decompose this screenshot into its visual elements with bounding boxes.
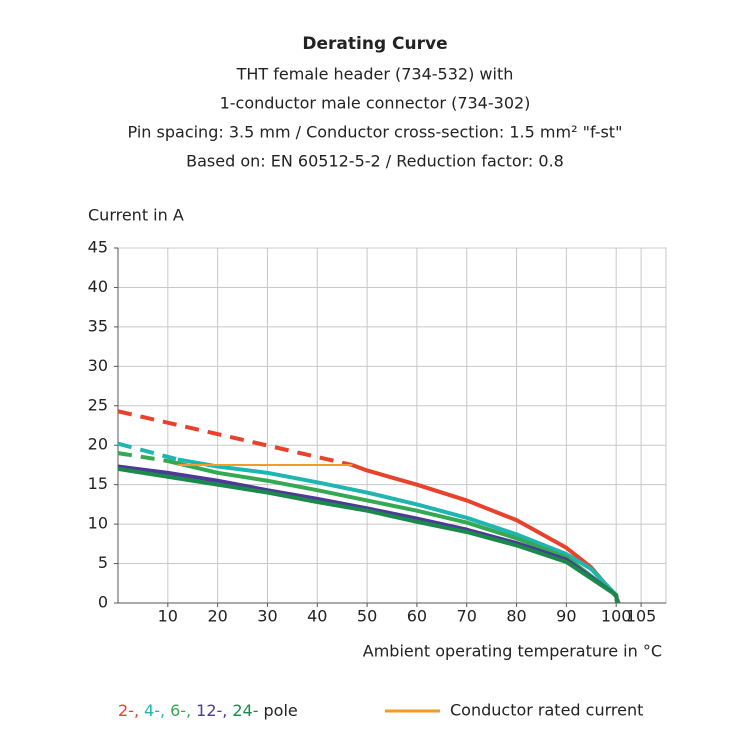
x-tick-label: 90 <box>556 607 576 626</box>
dashed-line <box>117 451 169 463</box>
y-tick-label: 30 <box>88 356 108 375</box>
x-tick-label: 50 <box>357 607 377 626</box>
legend-entry: 4-, <box>144 701 165 720</box>
y-tick-label: 35 <box>88 316 108 335</box>
legend-entry: 6-, <box>170 701 191 720</box>
x-tick-label: 100 <box>601 607 632 626</box>
x-tick-label: 40 <box>307 607 327 626</box>
subtitle: THT female header (734-532) with <box>236 65 514 84</box>
dashed-line <box>117 409 353 467</box>
x-tick-label: 60 <box>407 607 427 626</box>
y-tick-label: 40 <box>88 277 108 296</box>
x-tick-label: 105 <box>626 607 657 626</box>
x-axis-label: Ambient operating temperature in °C <box>363 642 662 661</box>
dashed-line <box>117 441 179 462</box>
chart-title: Derating Curve <box>302 34 447 54</box>
y-tick-label: 25 <box>88 395 108 414</box>
x-tick-label: 30 <box>257 607 277 626</box>
subtitle: Based on: EN 60512-5-2 / Reduction facto… <box>186 152 564 171</box>
subtitle: Pin spacing: 3.5 mm / Conductor cross-se… <box>128 123 623 142</box>
y-tick-label: 5 <box>98 553 108 572</box>
legend-entry: 24- <box>232 701 258 720</box>
subtitle: 1-conductor male connector (734-302) <box>220 94 531 113</box>
y-tick-label: 10 <box>88 514 108 533</box>
y-tick-label: 45 <box>88 238 108 257</box>
y-tick-label: 20 <box>88 435 108 454</box>
x-tick-label: 10 <box>158 607 178 626</box>
series-line <box>177 457 620 604</box>
legend-suffix: pole <box>264 701 298 720</box>
y-tick-label: 15 <box>88 474 108 493</box>
legend-entry: 2-, <box>118 701 139 720</box>
legend-entry: 12-, <box>196 701 227 720</box>
y-tick-label: 0 <box>98 593 108 612</box>
legend-entry: Conductor rated current <box>450 701 643 720</box>
series-line <box>117 466 620 604</box>
legend: 2-, 4-, 6-, 12-, 24- pole <box>118 701 298 720</box>
x-tick-label: 70 <box>457 607 477 626</box>
y-axis-label: Current in A <box>88 206 184 225</box>
plot-frame <box>117 247 667 604</box>
x-tick-label: 80 <box>506 607 526 626</box>
x-tick-label: 20 <box>207 607 227 626</box>
